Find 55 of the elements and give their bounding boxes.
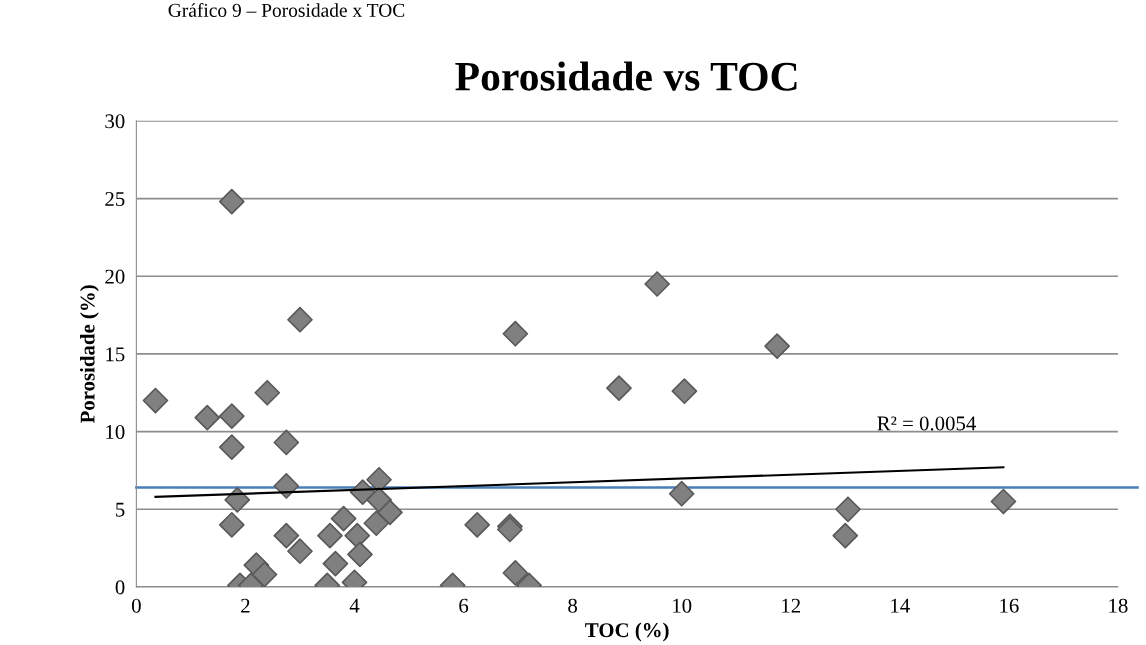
point [224,487,251,513]
point [251,561,278,587]
point [330,505,357,532]
point [644,271,671,297]
point [287,538,313,565]
y-tick-label: 5 [116,502,125,517]
point [502,320,529,347]
point [363,510,390,537]
point [344,522,371,549]
x-tick-label: 6 [459,598,469,613]
y-tick-label: 0 [115,580,125,595]
x-tick-label: 4 [349,598,360,613]
x-tick-label: 12 [782,598,801,613]
y-tick-label: 25 [105,191,125,206]
y-axis-title: Porosidade (%) [79,285,99,424]
point [832,522,859,549]
point [218,434,245,460]
x-tick-label: 14 [891,598,910,613]
y-tick-label: 15 [106,347,125,362]
x-tick-label: 18 [1109,598,1128,613]
y-tick-label: 10 [106,424,125,440]
chart-title: Porosidade vs TOC [455,61,797,91]
x-tick-label: 8 [568,598,578,613]
point [835,496,861,523]
point [287,306,313,333]
y-tick-label: 30 [105,114,125,129]
point [347,541,373,568]
point [322,550,349,577]
text: Gráfico 9 – Porosidade x TOC [168,3,405,17]
point [990,488,1017,515]
point [218,403,245,429]
x-tick-label: 16 [1000,598,1019,613]
point [377,499,403,526]
y-tick-label: 20 [105,269,125,284]
x-axis-title: TOC (%) [585,622,669,642]
point [764,333,790,360]
annotation: R² = 0.0054 [877,416,976,431]
point [671,378,698,405]
point [273,429,300,456]
point [218,188,245,215]
x-tick-label: 0 [131,598,141,613]
point [194,404,221,431]
point [366,487,392,513]
point [464,511,491,538]
point [142,387,169,414]
point [502,560,529,586]
point [606,375,632,401]
x-tick-label: 2 [241,598,250,613]
point [218,511,245,538]
point [273,522,300,549]
point [273,473,300,499]
point [254,379,281,406]
x-tick-label: 10 [673,598,692,613]
point [668,480,695,507]
point [317,522,343,549]
